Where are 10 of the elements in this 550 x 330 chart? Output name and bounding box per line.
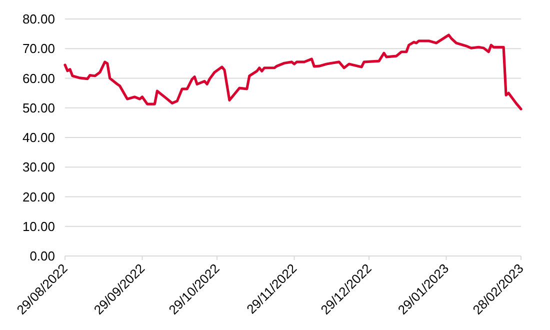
y-tick-label: 80.00	[22, 12, 55, 27]
y-tick-label: 0.00	[30, 248, 55, 264]
y-tick-label: 20.00	[22, 189, 55, 204]
y-tick-label: 30.00	[22, 160, 55, 175]
y-tick-label: 70.00	[22, 41, 55, 56]
y-tick-label: 10.00	[22, 218, 55, 234]
y-tick-label: 60.00	[22, 70, 55, 86]
y-tick-label: 50.00	[22, 100, 55, 116]
y-tick-label: 40.00	[22, 130, 55, 146]
line-series	[64, 34, 522, 110]
